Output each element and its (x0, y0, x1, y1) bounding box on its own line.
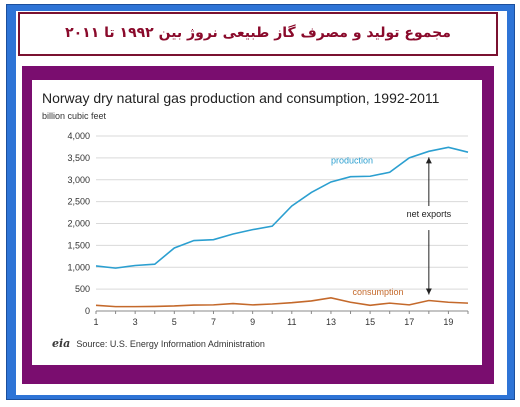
chart-card: Norway dry natural gas production and co… (32, 80, 482, 365)
y-tick-label: 1,500 (67, 240, 90, 250)
source-text: Source: U.S. Energy Information Administ… (76, 339, 265, 349)
x-tick-label: 5 (172, 317, 177, 327)
annotation-net-exports: net exports (407, 209, 452, 219)
series-label-production: production (331, 156, 373, 166)
y-tick-label: 0 (85, 306, 90, 316)
x-tick-label: 15 (365, 317, 375, 327)
header-box: مجموع تولید و مصرف گاز طبیعی نروژ بین ۱۹… (18, 12, 498, 56)
series-line-consumption (95, 297, 469, 308)
y-axis-unit: billion cubic feet (42, 111, 107, 121)
x-tick-label: 17 (404, 317, 414, 327)
series-label-consumption: consumption (352, 287, 403, 297)
x-tick-label: 19 (443, 317, 453, 327)
y-tick-label: 4,000 (67, 131, 90, 141)
x-tick-label: 9 (250, 317, 255, 327)
eia-logo: eia (52, 337, 71, 350)
y-tick-label: 2,000 (67, 219, 90, 229)
source-row: eia Source: U.S. Energy Information Admin… (52, 337, 265, 350)
x-tick-label: 3 (133, 317, 138, 327)
line-chart: 0 500 1,000 1,500 2,000 2,500 3,000 3,500 4,000 1… (67, 131, 469, 327)
y-tick-label: 3,500 (67, 153, 90, 163)
arrowhead-down (425, 288, 432, 295)
x-tick-label: 1 (93, 317, 98, 327)
y-tick-label: 1,000 (67, 262, 90, 272)
y-tick-label: 2,500 (67, 197, 90, 207)
series-line-production (95, 146, 469, 269)
x-tick-label: 11 (287, 317, 296, 327)
arrowhead-up (425, 157, 432, 164)
y-tick-label: 3,000 (67, 175, 90, 185)
page-title: مجموع تولید و مصرف گاز طبیعی نروژ بین ۱۹… (65, 25, 451, 41)
chart-title: Norway dry natural gas production and co… (42, 90, 440, 106)
y-tick-label: 500 (75, 284, 90, 294)
x-tick-label: 7 (211, 317, 216, 327)
x-tick-label: 13 (326, 317, 336, 327)
